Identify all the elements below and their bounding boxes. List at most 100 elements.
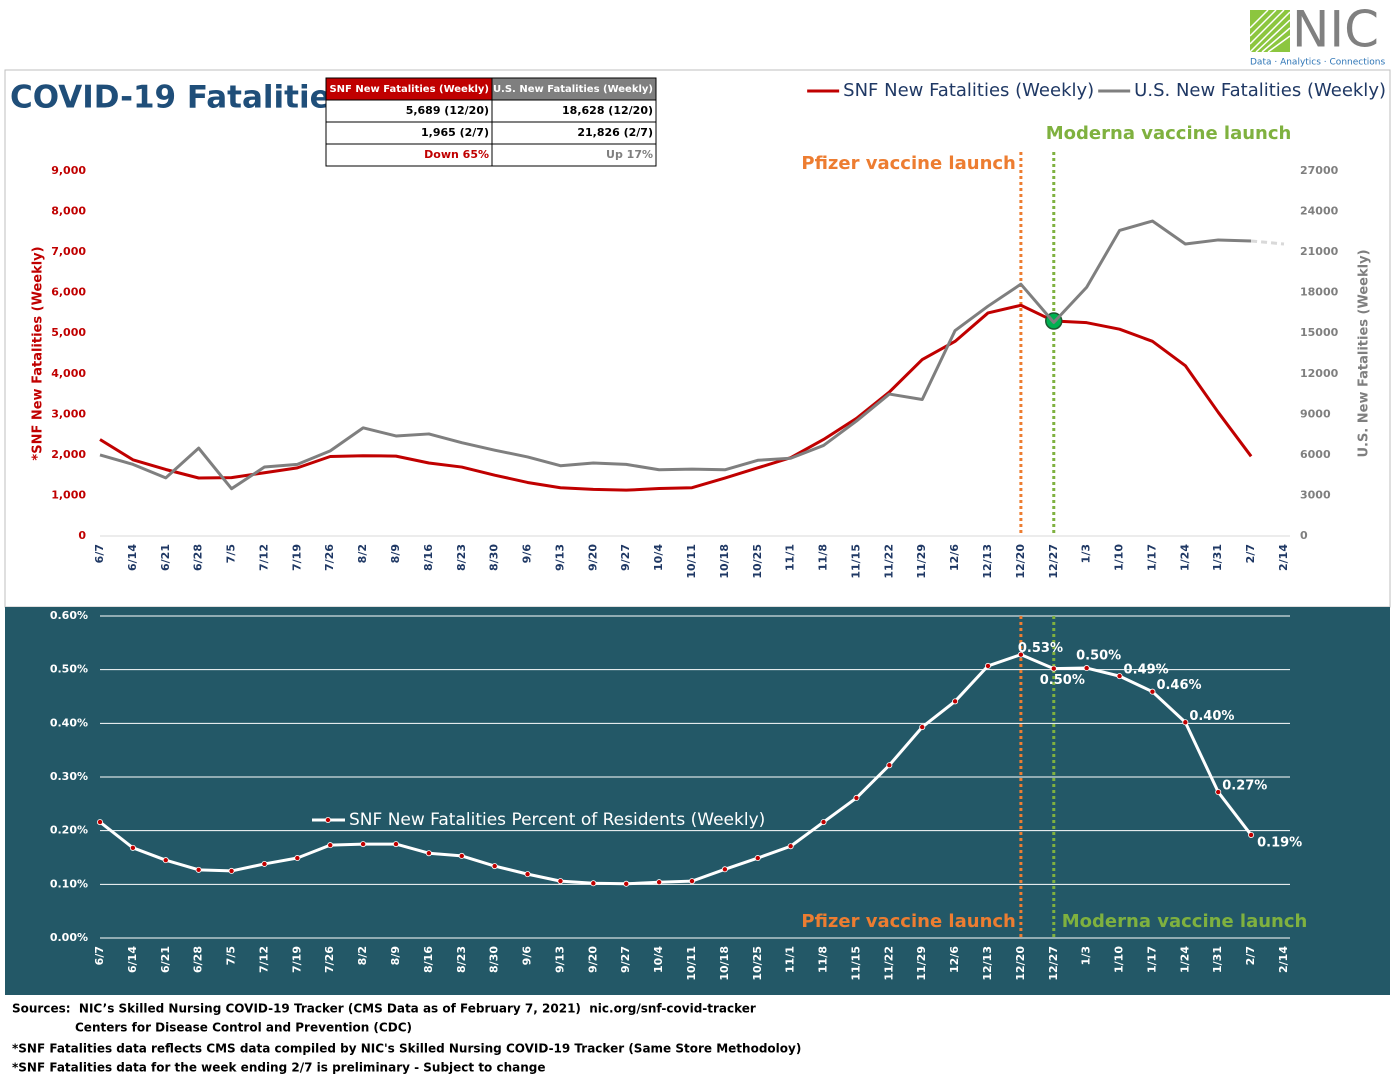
x-tick-label: 11/8 (817, 946, 830, 973)
x-tick-label: 8/9 (389, 544, 402, 563)
x-tick-label: 7/12 (257, 946, 270, 973)
legend-label: SNF New Fatalities Percent of Residents … (349, 810, 765, 830)
x-tick-label: 6/14 (126, 544, 139, 571)
x-tick-label: 9/27 (619, 946, 632, 973)
top-panel (4, 69, 1391, 608)
x-tick-label: 8/9 (389, 946, 402, 965)
y-tick-label: 1,000 (51, 488, 86, 501)
x-tick-label: 8/30 (488, 544, 501, 571)
x-tick-label: 12/20 (1014, 946, 1027, 981)
projected-line (1250, 239, 1285, 246)
table-value: Up 17% (606, 148, 653, 161)
table-value: 5,689 (12/20) (406, 104, 489, 117)
y2-tick-label: 0 (1300, 529, 1308, 542)
y-tick-label: 0.20% (50, 824, 88, 837)
x-tick-label: 10/18 (718, 544, 731, 579)
x-tick-label: 6/21 (159, 544, 172, 571)
y2-tick-label: 21000 (1300, 245, 1339, 258)
data-point (392, 841, 399, 848)
x-tick-label: 2/7 (1244, 544, 1257, 563)
data-point (1182, 719, 1189, 726)
data-point (689, 878, 696, 885)
x-tick-label: 1/24 (1178, 544, 1191, 571)
data-point (1116, 673, 1123, 680)
y2-axis-label: U.S. New Fatalities (Weekly) (1357, 249, 1372, 457)
x-tick-label: 6/7 (93, 946, 106, 965)
data-point (360, 841, 367, 848)
x-tick-label: 1/3 (1080, 544, 1093, 563)
x-tick-label: 1/31 (1211, 544, 1224, 571)
y-tick-label: 0 (78, 529, 86, 542)
x-tick-label: 9/20 (586, 946, 599, 973)
x-tick-label: 8/16 (422, 946, 435, 973)
y-tick-label: 8,000 (51, 205, 86, 218)
x-tick-label: 11/29 (915, 946, 928, 981)
x-tick-label: 8/23 (455, 544, 468, 571)
y-tick-label: 6,000 (51, 286, 86, 299)
x-tick-label: 8/2 (356, 946, 369, 965)
x-tick-label: 8/16 (422, 544, 435, 571)
data-label: 0.27% (1222, 779, 1267, 794)
y-tick-label: 5,000 (51, 326, 86, 339)
y-tick-label: 0.30% (50, 770, 88, 783)
table-header: U.S. New Fatalities (Weekly) (493, 84, 653, 95)
x-tick-label: 11/22 (882, 544, 895, 579)
data-point (1017, 651, 1024, 658)
chart-title: COVID-19 Fatalities (10, 80, 349, 116)
x-tick-label: 12/13 (981, 544, 994, 579)
data-point (524, 871, 531, 878)
x-tick-label: 8/23 (455, 946, 468, 973)
x-tick-label: 7/26 (323, 544, 336, 571)
x-tick-label: 1/17 (1145, 544, 1158, 571)
data-point (228, 867, 235, 874)
footer-note: *SNF Fatalities data reflects CMS data c… (12, 1042, 801, 1056)
data-point (721, 866, 728, 873)
data-label: 0.50% (1076, 649, 1121, 664)
x-tick-label: 9/13 (553, 544, 566, 571)
x-tick-label: 9/13 (553, 946, 566, 973)
x-tick-label: 7/26 (323, 946, 336, 973)
x-tick-label: 10/25 (751, 946, 764, 981)
y-tick-label: 4,000 (51, 367, 86, 380)
x-tick-label: 11/1 (784, 946, 797, 973)
x-tick-label: 10/4 (652, 544, 665, 571)
x-tick-label: 1/17 (1145, 946, 1158, 973)
x-tick-label: 11/8 (817, 544, 830, 571)
y2-tick-label: 15000 (1300, 326, 1339, 339)
data-point (952, 698, 959, 705)
data-point (195, 866, 202, 873)
x-tick-label: 9/6 (521, 946, 534, 966)
x-tick-label: 1/10 (1113, 544, 1126, 571)
y2-tick-label: 3000 (1300, 488, 1331, 501)
x-tick-label: 8/30 (488, 946, 501, 973)
x-tick-label: 7/19 (290, 946, 303, 973)
x-tick-label: 12/27 (1047, 946, 1060, 981)
data-point (1215, 789, 1222, 796)
x-tick-label: 10/11 (685, 946, 698, 981)
data-point (754, 855, 761, 862)
data-point (623, 880, 630, 887)
y-tick-label: 0.40% (50, 716, 88, 729)
x-tick-label: 7/5 (225, 946, 238, 965)
data-label: 0.46% (1156, 678, 1201, 693)
vaccine-label: Moderna vaccine launch (1062, 911, 1308, 932)
x-tick-label: 11/1 (784, 544, 797, 571)
x-tick-label: 2/14 (1277, 946, 1290, 973)
x-tick-label: 7/12 (257, 544, 270, 571)
x-tick-label: 10/18 (718, 946, 731, 981)
y-tick-label: 0.60% (50, 609, 88, 622)
vaccine-label: Pfizer vaccine launch (801, 153, 1015, 174)
plot-panel (5, 607, 1390, 995)
y2-tick-label: 6000 (1300, 448, 1331, 461)
x-tick-label: 12/20 (1014, 544, 1027, 579)
x-tick-label: 6/28 (192, 544, 205, 571)
data-label: 0.53% (1018, 641, 1063, 656)
y-tick-label: 3,000 (51, 407, 86, 420)
x-tick-label: 1/24 (1178, 946, 1191, 973)
x-tick-label: 6/7 (93, 544, 106, 563)
table-header: SNF New Fatalities (Weekly) (329, 84, 489, 95)
data-point (1248, 831, 1255, 838)
y2-tick-label: 24000 (1300, 205, 1339, 218)
table-cell (491, 143, 657, 167)
data-point (886, 762, 893, 769)
